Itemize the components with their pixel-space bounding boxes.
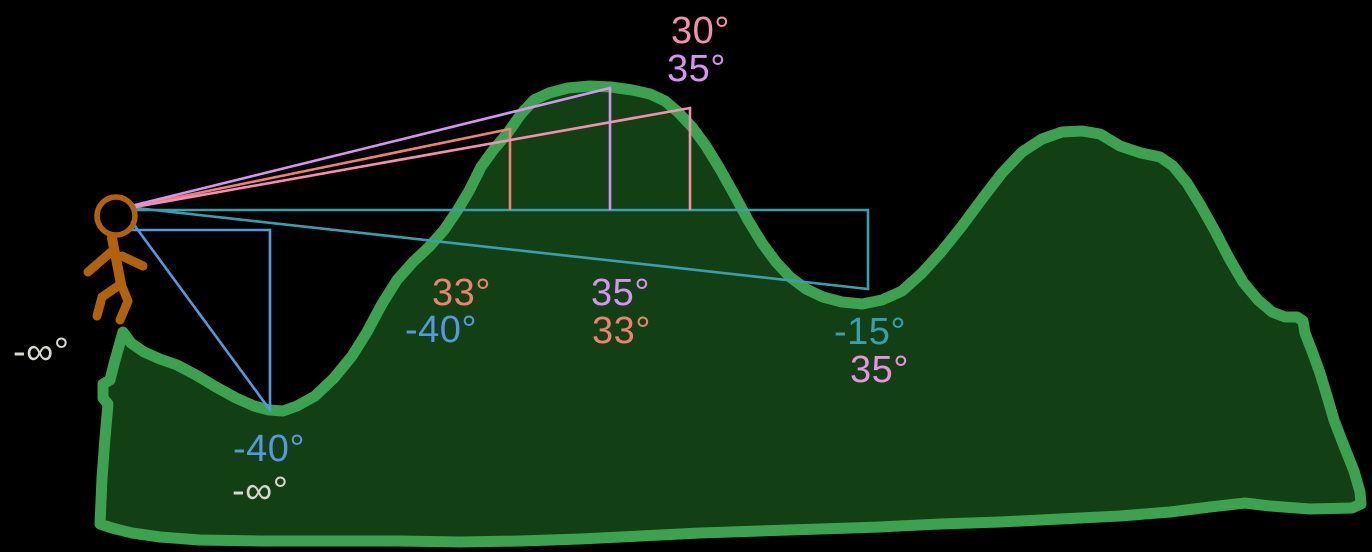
- sight-line-salmon-to-left-slope: [133, 127, 512, 208]
- sight-lines: [130, 86, 870, 412]
- person-body: [107, 233, 126, 289]
- terrain-silhouette: [94, 80, 1367, 548]
- angle-label-valley2-teal: -15°: [834, 311, 907, 353]
- person-arms: [83, 247, 148, 277]
- person-head: [94, 194, 138, 238]
- angle-label-valley1-blue: -40°: [233, 428, 306, 470]
- sight-line-teal-to-valley2: [134, 206, 870, 291]
- angle-label-valley2-violet: 35°: [850, 349, 909, 391]
- angle-label-leftslope-salmon: 33°: [432, 272, 491, 314]
- angle-label-summit-salmon: 33°: [592, 310, 651, 352]
- sight-line-blue-to-valley1: [130, 220, 272, 412]
- angle-label-peak1-violet: 35°: [667, 48, 726, 90]
- angle-label-leftslope-blue: -40°: [405, 309, 478, 351]
- angle-label-valley1-gray: -∞°: [232, 470, 289, 512]
- sight-line-violet-to-summit: [133, 86, 612, 207]
- person-legs: [92, 279, 133, 325]
- stick-figure: [83, 194, 148, 325]
- angle-label-cliff-gray: -∞°: [13, 331, 70, 373]
- sight-line-pink-to-peak1-right: [133, 106, 692, 209]
- angle-label-peak1-pink: 30°: [671, 10, 730, 52]
- angle-label-summit-violet: 35°: [591, 272, 650, 314]
